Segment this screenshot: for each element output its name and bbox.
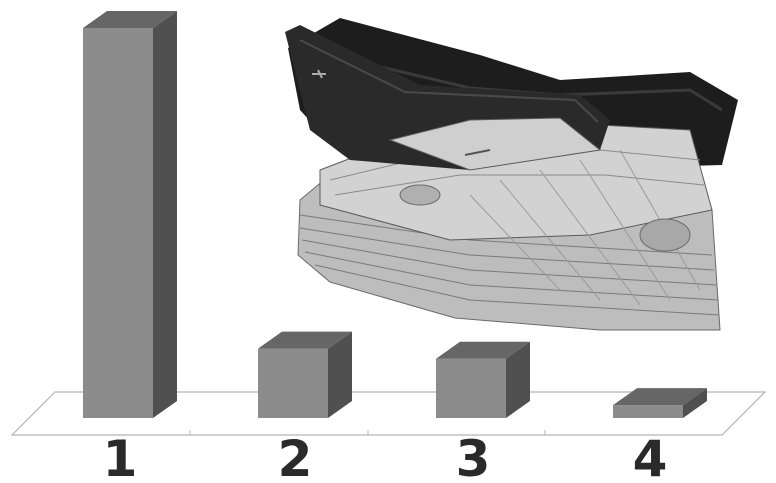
category-label-2: 2 bbox=[278, 430, 313, 483]
bar-front-face bbox=[436, 358, 506, 418]
bar-front-face bbox=[83, 28, 153, 418]
bar-3 bbox=[436, 341, 530, 418]
bar-4 bbox=[613, 388, 707, 418]
category-label-3: 3 bbox=[456, 430, 491, 483]
bar-front-face bbox=[258, 348, 328, 418]
bar-top-face bbox=[613, 388, 707, 406]
bar-top-face bbox=[436, 341, 530, 359]
wallet-illustration bbox=[285, 18, 738, 331]
bar-1 bbox=[83, 11, 177, 418]
category-label-1: 1 bbox=[103, 430, 138, 483]
bar-side-face bbox=[683, 388, 707, 418]
chart-floor bbox=[10, 391, 767, 436]
bar-side-face bbox=[153, 11, 177, 418]
bar-top-face bbox=[258, 331, 352, 349]
bar-side-face bbox=[328, 331, 352, 418]
bar-side-face bbox=[506, 341, 530, 418]
category-label-4: 4 bbox=[633, 430, 668, 483]
bar-2 bbox=[258, 331, 352, 418]
bar-top-face bbox=[83, 11, 177, 28]
bar-front-face bbox=[613, 405, 683, 418]
category-labels: 1 2 3 4 bbox=[103, 430, 668, 483]
bars-group bbox=[83, 11, 707, 418]
